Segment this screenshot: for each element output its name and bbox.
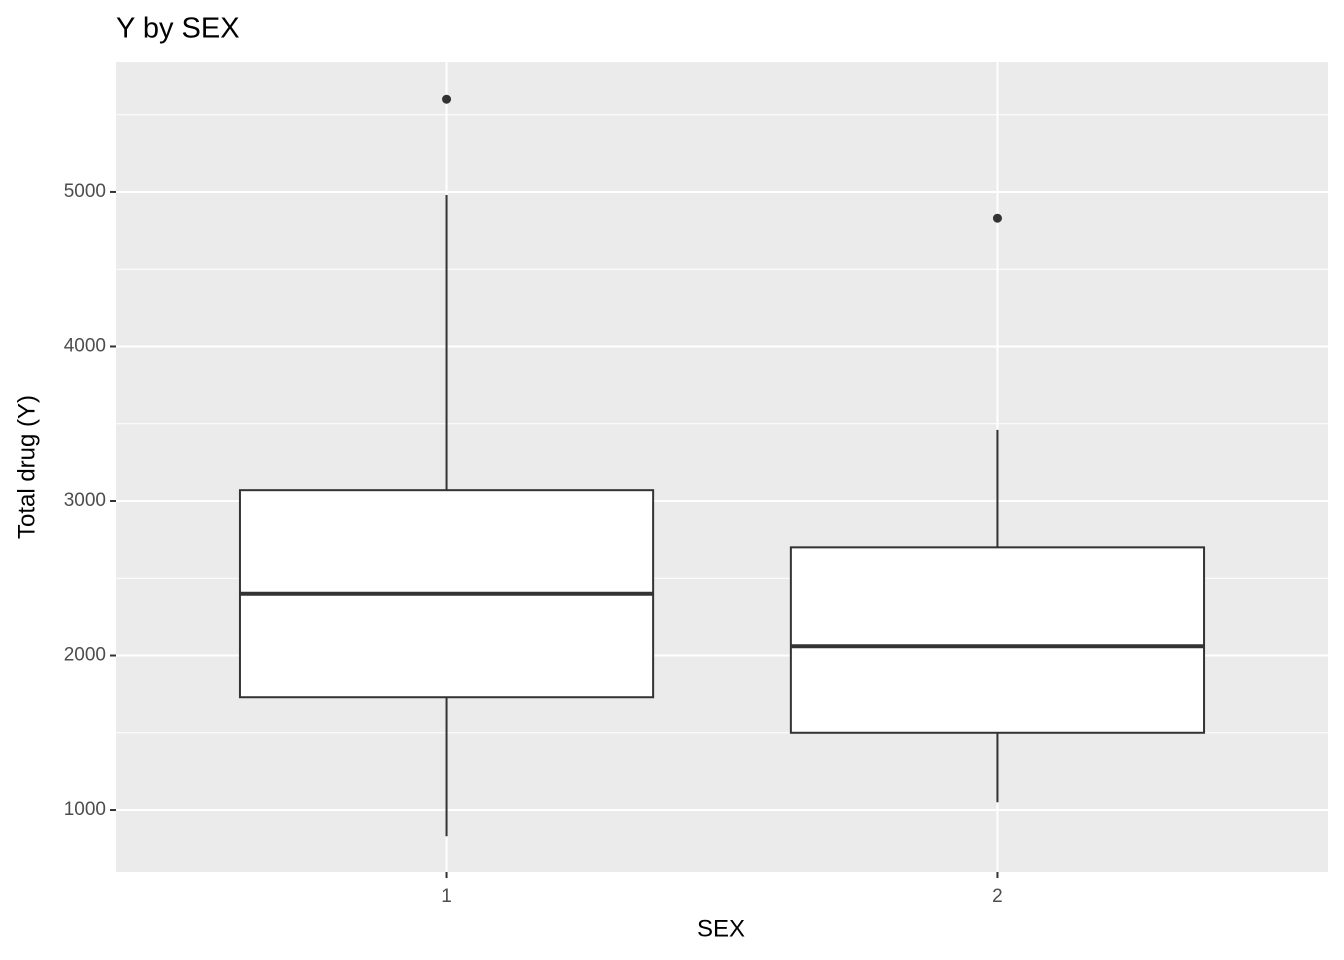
x-axis-title: SEX: [697, 915, 745, 942]
y-tick-label: 2000: [64, 645, 106, 666]
x-tick-label: 2: [992, 886, 1003, 907]
outlier: [992, 213, 1002, 223]
y-tick-label: 3000: [64, 490, 106, 511]
box: [789, 546, 1206, 734]
y-tick-label: 5000: [64, 181, 106, 202]
chart-title: Y by SEX: [116, 13, 240, 45]
x-tick-label: 1: [441, 886, 452, 907]
y-tick-label: 1000: [64, 799, 106, 820]
y-axis-title: Total drug (Y): [13, 395, 40, 539]
panel: [116, 62, 1328, 872]
y-tick-label: 4000: [64, 335, 106, 356]
outlier: [442, 94, 452, 104]
